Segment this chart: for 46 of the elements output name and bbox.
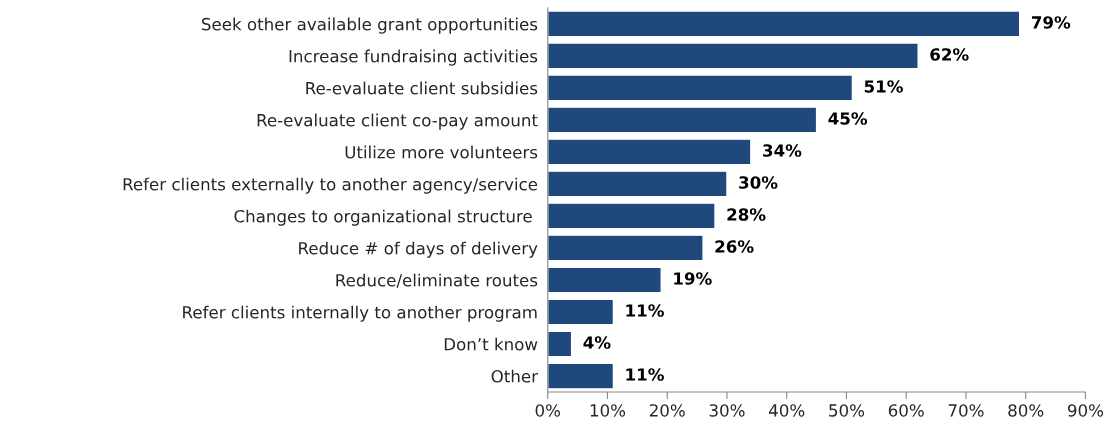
bar xyxy=(547,42,919,70)
x-tick-label: 50% xyxy=(829,404,865,417)
data-label: 19% xyxy=(674,272,712,285)
bar xyxy=(547,170,728,198)
x-tick-label: 60% xyxy=(888,404,924,417)
bar xyxy=(547,266,662,294)
data-label: 51% xyxy=(864,80,903,93)
data-label: 11% xyxy=(626,304,664,317)
x-tick-label: 20% xyxy=(649,404,685,417)
bar xyxy=(547,74,854,102)
y-tick-label: Reduce # of days of delivery xyxy=(299,241,538,258)
y-tick-label: Re-evaluate client co-pay amount xyxy=(257,113,538,130)
y-tick-label: Increase fundraising activities xyxy=(289,49,538,66)
data-label: 45% xyxy=(828,112,868,125)
data-label: 28% xyxy=(727,208,766,221)
data-label: 30% xyxy=(739,176,778,189)
bar xyxy=(547,202,716,230)
data-label: 79% xyxy=(1031,16,1071,29)
x-tick-label: 30% xyxy=(709,404,745,417)
bar xyxy=(547,234,704,262)
bar xyxy=(547,362,615,390)
x-tick-label: 10% xyxy=(590,404,626,417)
y-tick-label: Refer clients internally to another program xyxy=(183,305,537,322)
data-label: 62% xyxy=(930,48,969,61)
x-tick-label: 80% xyxy=(1008,404,1044,417)
y-tick-label: Seek other available grant opportunities xyxy=(202,17,538,34)
y-tick-label: Changes to organizational structure xyxy=(234,209,532,226)
bar xyxy=(547,138,752,166)
data-label: 4% xyxy=(583,336,611,349)
x-tick-label: 40% xyxy=(769,404,805,417)
y-tick-label: Refer clients externally to another agency/service xyxy=(123,177,538,194)
data-label: 26% xyxy=(715,240,754,253)
y-tick-label: Re-evaluate client subsidies xyxy=(306,81,538,95)
bar xyxy=(547,106,818,134)
x-tick-label: 70% xyxy=(948,404,984,417)
x-tick-label: 0% xyxy=(535,404,561,417)
y-tick-label: Don’t know xyxy=(444,337,538,351)
bar xyxy=(547,10,1021,38)
data-label: 11% xyxy=(626,368,664,381)
y-tick-label: Utilize more volunteers xyxy=(345,145,538,159)
data-label: 34% xyxy=(763,144,802,157)
y-tick-label: Reduce/eliminate routes xyxy=(336,273,538,288)
bar xyxy=(547,330,573,358)
x-tick-label: 90% xyxy=(1067,404,1104,417)
bar xyxy=(547,298,615,326)
y-tick-label: Other xyxy=(491,369,538,383)
